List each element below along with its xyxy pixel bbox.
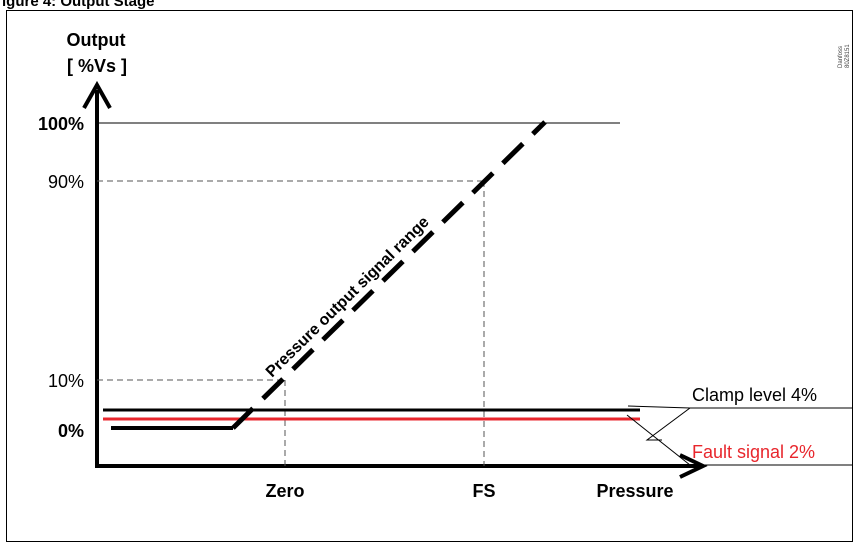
y-axis-arrow xyxy=(82,80,112,109)
corner-note-line1: Danfoss xyxy=(838,46,844,68)
guide-lines xyxy=(97,180,485,466)
x-tick-fs: FS xyxy=(472,481,495,501)
x-tick-zero: Zero xyxy=(265,481,304,501)
y-axis-title-line2: [ %Vs ] xyxy=(67,56,127,76)
fault-label: Fault signal 2% xyxy=(692,442,815,462)
x-axis-arrow xyxy=(679,453,708,479)
output-ramp-line xyxy=(231,120,547,430)
x-axis-title: Pressure xyxy=(596,481,673,501)
clamp-pointer xyxy=(627,405,691,409)
y-tick-100: 100% xyxy=(38,114,84,134)
signal-range-label: Pressure output signal range xyxy=(263,213,433,380)
clamp-callout-line xyxy=(645,407,852,441)
figure-header: igure 4: Output Stage xyxy=(2,0,155,10)
y-tick-10: 10% xyxy=(48,371,84,391)
y-axis-title-line1: Output xyxy=(67,30,126,50)
y-tick-90: 90% xyxy=(48,172,84,192)
corner-note-line2: 80Z8151 xyxy=(845,44,851,68)
clamp-label: Clamp level 4% xyxy=(692,385,817,405)
y-tick-0: 0% xyxy=(58,421,84,441)
fault-callout-line xyxy=(626,414,852,466)
